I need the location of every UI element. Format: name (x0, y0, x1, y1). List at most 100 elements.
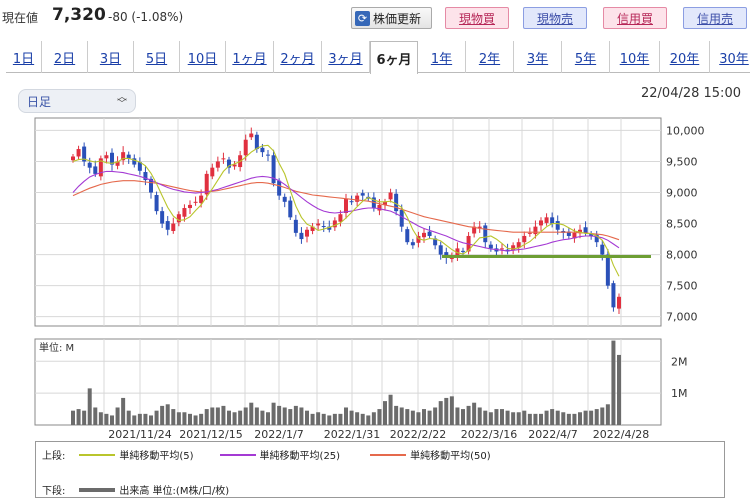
y-tick-label: 10,000 (666, 124, 705, 137)
volume-bar (338, 413, 343, 425)
candle-body (210, 167, 215, 177)
ma50-line (72, 180, 620, 241)
volume-bar (288, 409, 293, 425)
volume-bar (266, 412, 270, 425)
refresh-price-button[interactable]: ⟳ 株価更新 (351, 7, 432, 29)
volume-bar (533, 413, 538, 425)
volume-bar (488, 412, 493, 425)
candle-body (327, 226, 332, 230)
volume-bar (176, 412, 181, 425)
volume-bar (160, 405, 165, 425)
candle-body (221, 158, 226, 160)
tab-5[interactable]: 1ヶ月 (226, 41, 274, 73)
volume-bar (561, 412, 566, 425)
candle-body (589, 234, 594, 236)
candle-body (182, 208, 187, 217)
tab-4[interactable]: 10日 (180, 41, 226, 73)
candle-body (360, 193, 365, 196)
interval-select[interactable]: 日足 ︿ ﹀ (18, 89, 136, 113)
tab-10[interactable]: 2年 (466, 41, 514, 73)
candle-body (427, 231, 432, 236)
legend-lower-label: 下段: (42, 486, 66, 497)
x-tick-label: 2022/3/16 (461, 428, 517, 441)
candle-body (388, 192, 393, 200)
candle-body (527, 232, 532, 234)
tab-3[interactable]: 5日 (134, 41, 180, 73)
cash-sell-button[interactable]: 現物売 (523, 7, 587, 29)
volume-bar (210, 407, 215, 425)
volume-bar (522, 410, 527, 425)
candle-body (578, 229, 582, 233)
volume-bar (516, 412, 521, 425)
y-tick-label: 7,000 (666, 311, 698, 324)
tab-8[interactable]: 6ヶ月 (370, 41, 418, 74)
volume-bar (572, 413, 577, 425)
tab-11[interactable]: 3年 (514, 41, 562, 73)
candle-body (293, 219, 298, 233)
candle-body (149, 178, 153, 193)
candle-body (477, 226, 482, 228)
tab-0[interactable]: 1日 (6, 41, 42, 73)
candle-body (87, 162, 92, 168)
candle-body (115, 161, 120, 166)
y-tick-label: 7,500 (666, 280, 698, 293)
refresh-label: 株価更新 (373, 11, 422, 26)
candle-body (232, 164, 237, 167)
volume-y-tick: 1M (671, 387, 688, 400)
tab-7[interactable]: 3ヶ月 (322, 41, 370, 73)
candle-body (483, 225, 488, 243)
tab-15[interactable]: 30年 (710, 41, 750, 73)
volume-bar (277, 405, 282, 425)
volume-bar (455, 407, 460, 425)
volume-bar (316, 412, 321, 425)
candle-body (405, 229, 410, 243)
cash-buy-button[interactable]: 現物買 (445, 7, 509, 29)
tab-14[interactable]: 20年 (660, 41, 710, 73)
price-panel (34, 117, 662, 327)
legend-ma25: 単純移動平均(25) (259, 451, 341, 462)
tab-6[interactable]: 2ヶ月 (274, 41, 322, 73)
candle-body (71, 156, 75, 161)
tab-12[interactable]: 5年 (562, 41, 610, 73)
y-tick-label: 8,000 (666, 249, 698, 262)
candle-body (243, 139, 248, 156)
tab-2[interactable]: 3日 (88, 41, 134, 73)
tab-1[interactable]: 2日 (42, 41, 88, 73)
ma5-line (72, 144, 620, 277)
tab-9[interactable]: 1年 (418, 41, 466, 73)
candle-body (399, 209, 404, 227)
candle-body (433, 238, 438, 246)
margin-sell-button[interactable]: 信用売 (683, 7, 747, 29)
volume-bar (449, 396, 454, 425)
y-tick-label: 9,500 (666, 155, 698, 168)
volume-bar (188, 413, 192, 425)
volume-bar (422, 409, 426, 425)
volume-bar (544, 410, 549, 425)
volume-bar (165, 404, 170, 425)
volume-bar (193, 415, 198, 425)
candle-body (98, 158, 103, 177)
volume-bar (511, 412, 516, 425)
volume-bar (243, 407, 248, 425)
tab-13[interactable]: 10年 (610, 41, 660, 73)
candle-body (199, 195, 204, 204)
volume-bar (416, 412, 421, 425)
candle-body (617, 296, 621, 309)
volume-bar (171, 409, 176, 425)
candle-body (416, 235, 421, 243)
volume-bar (405, 409, 410, 425)
volume-bar (360, 413, 365, 425)
candle-body (461, 250, 465, 252)
volume-bar (566, 413, 571, 425)
candle-body (555, 221, 560, 230)
candle-body (193, 201, 198, 203)
candle-body (132, 158, 137, 165)
margin-buy-button[interactable]: 信用買 (603, 7, 667, 29)
volume-bar (143, 413, 148, 425)
ma25-line (72, 170, 620, 252)
volume-bar (550, 409, 555, 425)
volume-bar (82, 410, 87, 425)
volume-bar (472, 402, 477, 425)
candle-body (249, 133, 254, 138)
candle-body (516, 242, 521, 248)
